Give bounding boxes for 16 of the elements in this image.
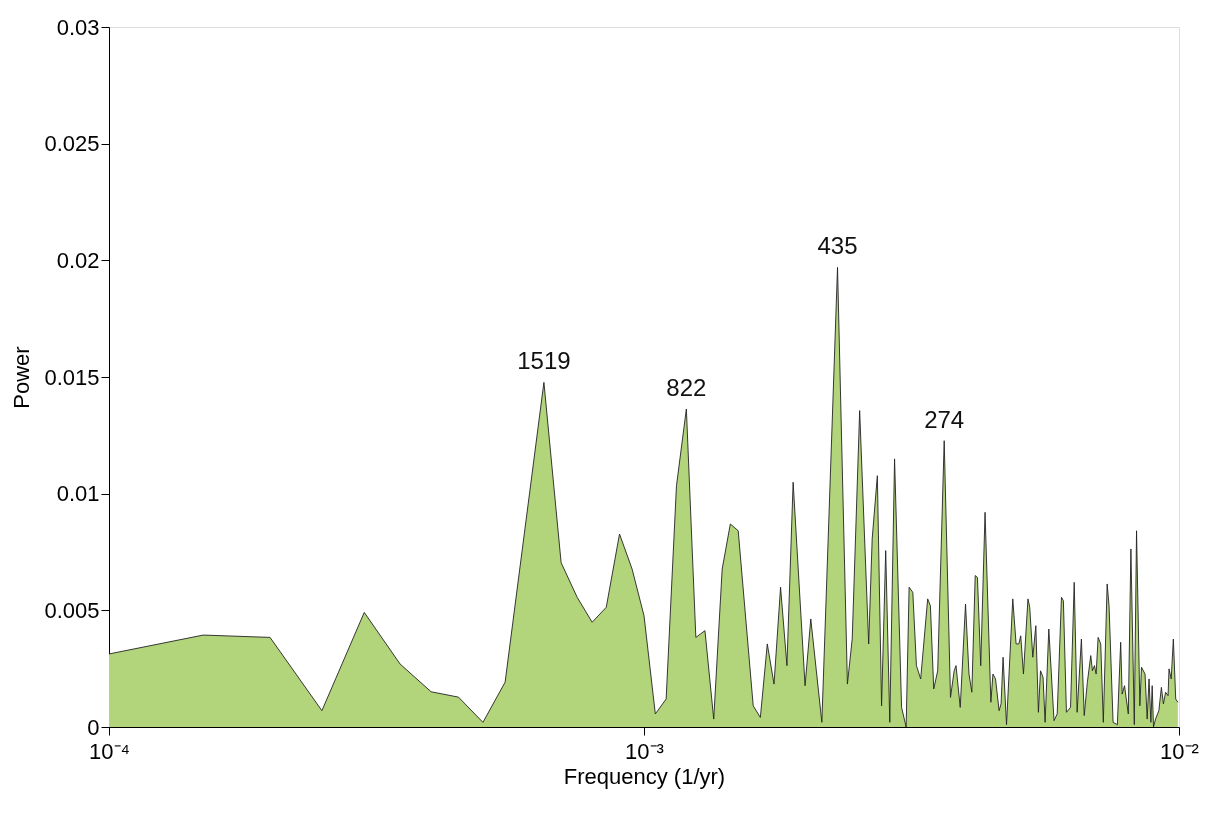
annotation: 274 (924, 405, 965, 433)
y-axis-title: Power (9, 346, 35, 409)
x-tick-label: 10⁻⁴ (89, 738, 130, 764)
annotation: 435 (817, 232, 858, 260)
y-tick-label: 0.005 (44, 597, 100, 623)
y-tick-label: 0.03 (56, 14, 100, 40)
y-tick-label: 0 (87, 714, 100, 740)
annotation: 1519 (517, 347, 571, 375)
x-axis-title: Frequency (1/yr) (563, 763, 726, 789)
y-tick-label: 0.01 (56, 481, 100, 507)
annotation: 822 (666, 373, 707, 401)
x-tick-label: 10⁻³ (625, 738, 664, 764)
y-tick-label: 0.02 (56, 247, 100, 273)
x-tick-label: 10⁻² (1160, 738, 1199, 764)
y-tick-label: 0.025 (44, 131, 100, 157)
y-tick-label: 0.015 (44, 364, 100, 390)
